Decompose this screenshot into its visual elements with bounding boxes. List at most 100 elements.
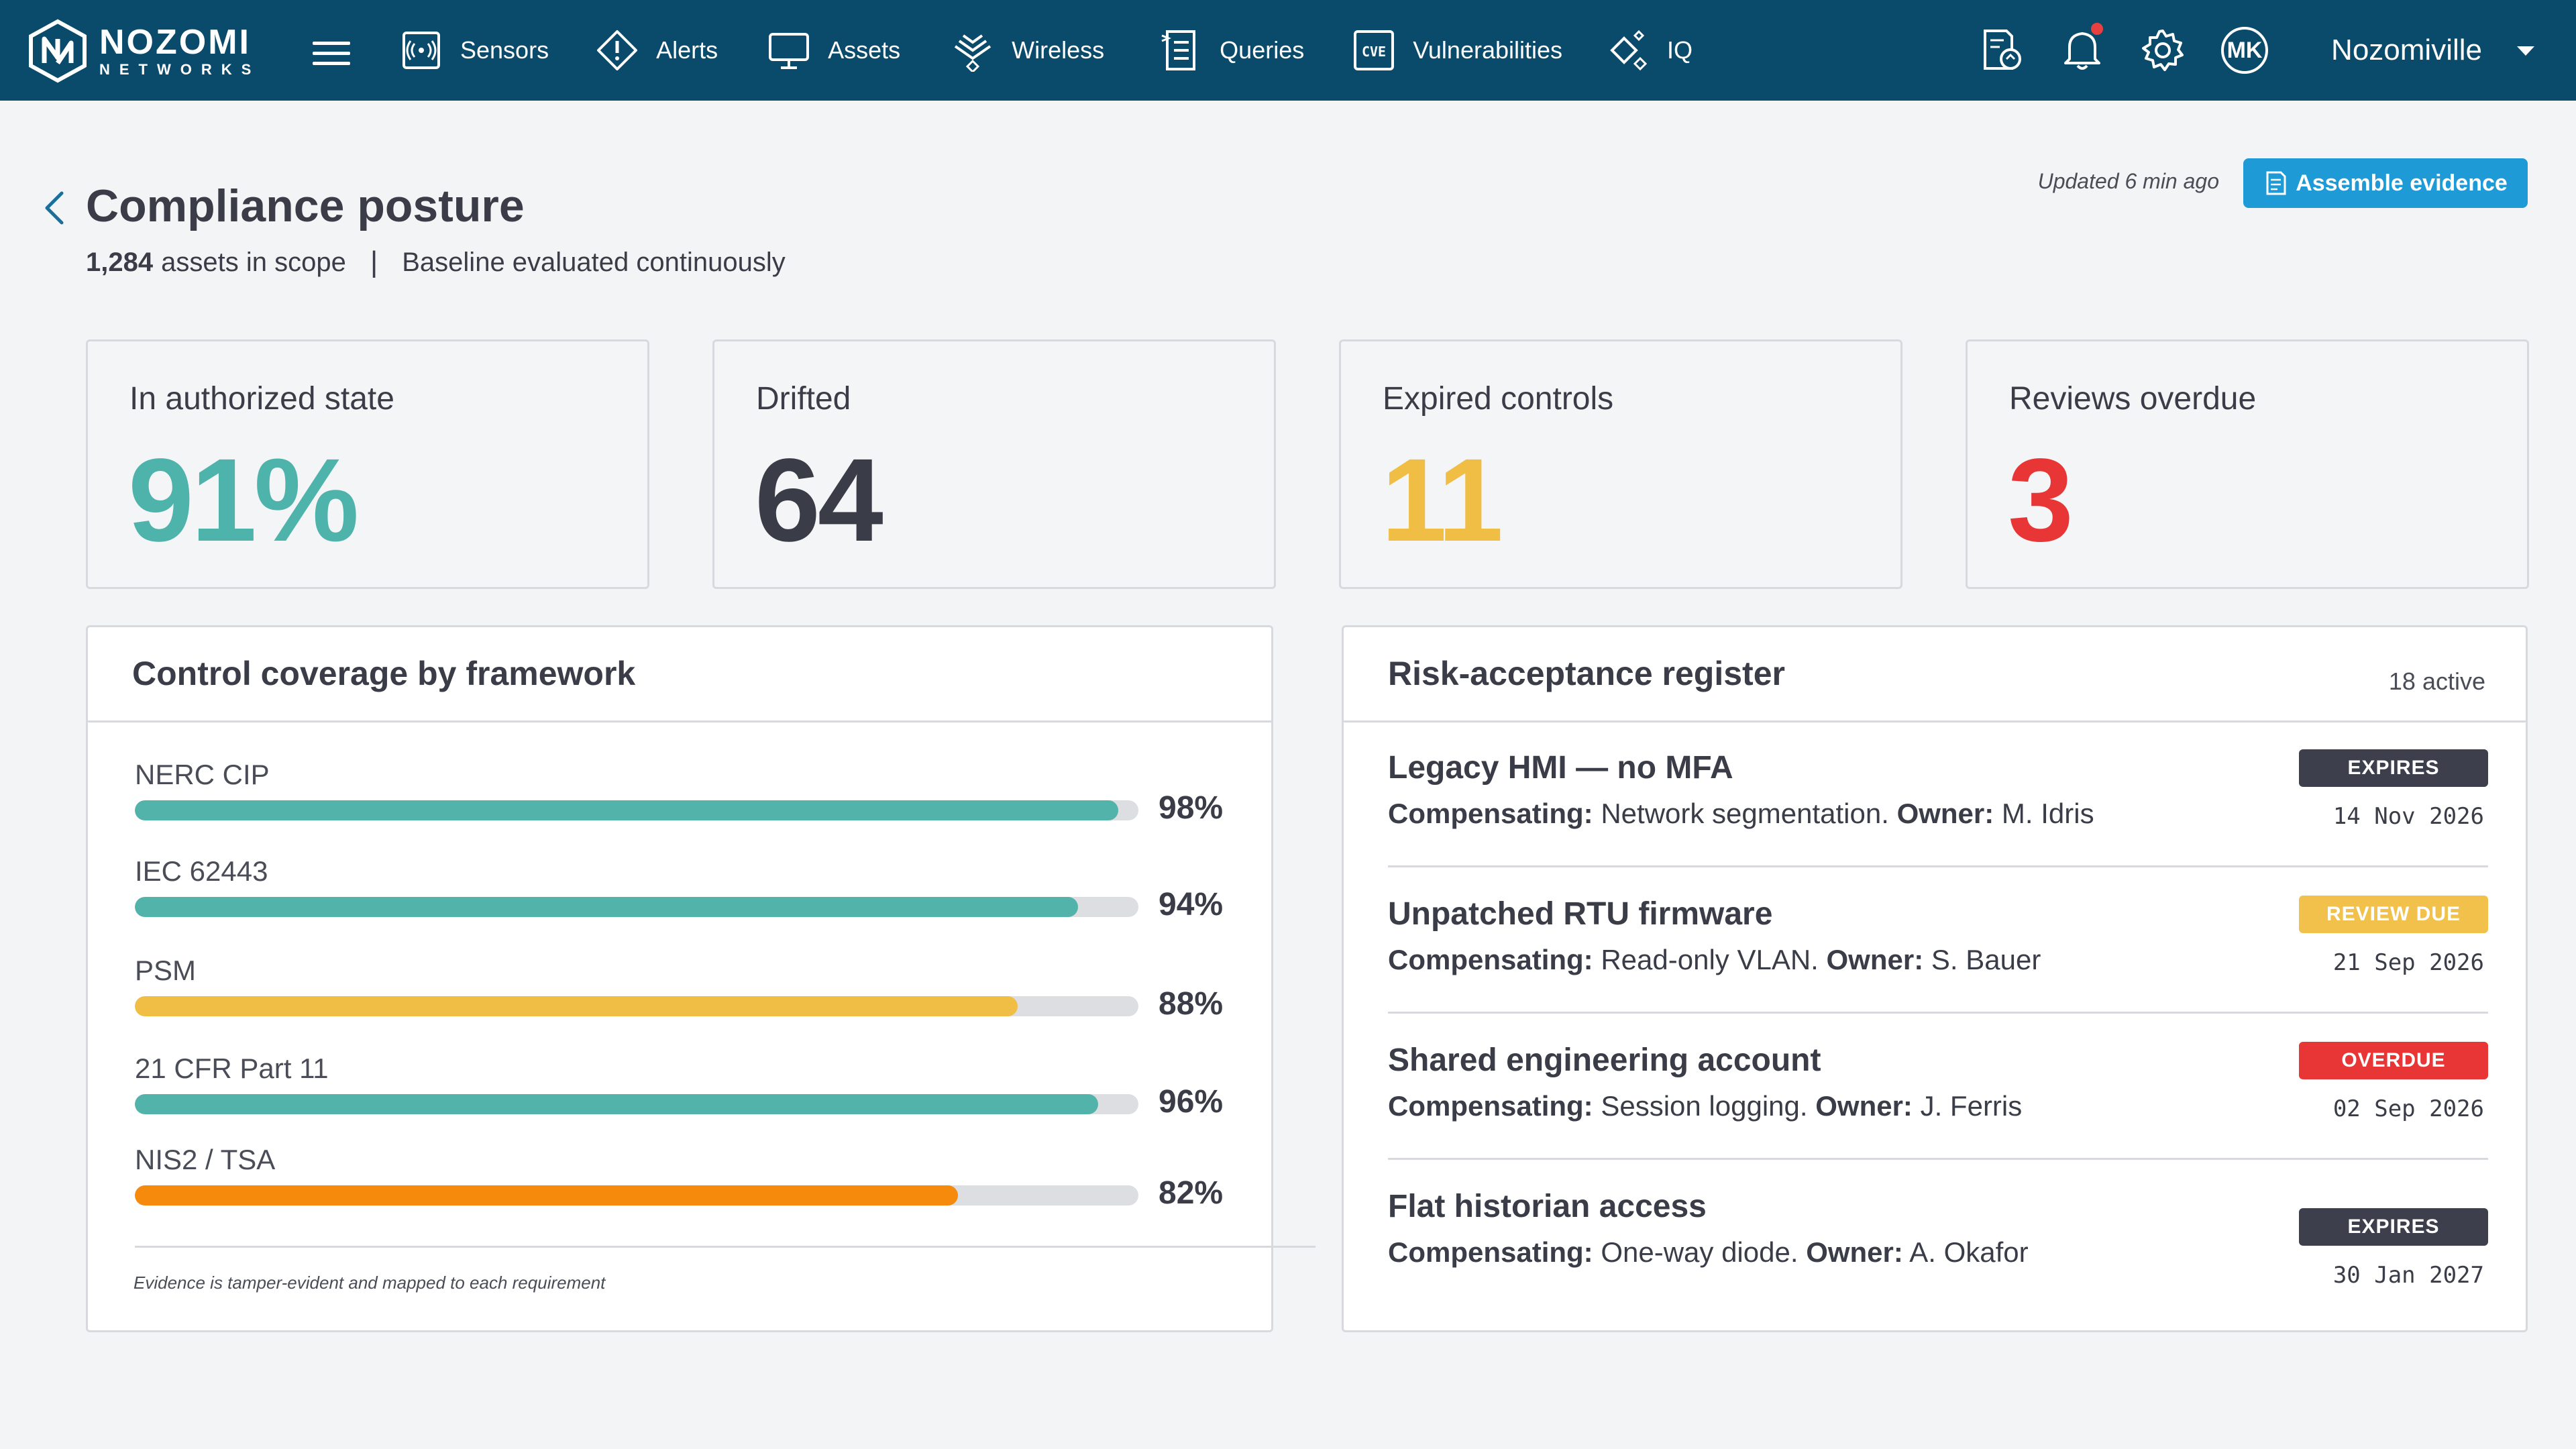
- nav-item-vulnerabilities[interactable]: CVE Vulnerabilities: [1352, 29, 1562, 72]
- site-selector[interactable]: Nozomiville: [2331, 34, 2536, 67]
- progress-track: [135, 996, 1138, 1016]
- framework-name: 21 CFR Part 11: [135, 1053, 329, 1084]
- framework-row[interactable]: NIS2 / TSA 82%: [135, 1144, 1224, 1231]
- status-badge: REVIEW DUE: [2299, 896, 2488, 933]
- framework-name: NERC CIP: [135, 759, 270, 790]
- owner-label: Owner:: [1896, 798, 1994, 829]
- risk-description: Compensating: One-way diode. Owner: A. O…: [1388, 1236, 2029, 1269]
- divider: [135, 1246, 1316, 1248]
- owner-label: Owner:: [1806, 1236, 1903, 1268]
- framework-row[interactable]: IEC 62443 94%: [135, 855, 1224, 943]
- register-title: Risk-acceptance register: [1388, 655, 1785, 692]
- risk-description: Compensating: Network segmentation. Owne…: [1388, 798, 2094, 830]
- framework-percent: 94%: [1159, 887, 1224, 922]
- report-refresh-icon[interactable]: [1980, 28, 2024, 72]
- risk-description: Compensating: Read-only VLAN. Owner: S. …: [1388, 944, 2041, 976]
- risk-title: Legacy HMI — no MFA: [1388, 750, 1733, 786]
- nozomi-logo[interactable]: NOZOMI NETWORKS: [25, 19, 260, 83]
- compensating-label: Compensating:: [1388, 1236, 1593, 1268]
- wireless-icon: [955, 34, 991, 72]
- nav-item-label: IQ: [1667, 36, 1693, 64]
- owner-label: Owner:: [1815, 1090, 1913, 1122]
- bell-icon[interactable]: [2060, 27, 2104, 71]
- compensating-label: Compensating:: [1388, 798, 1593, 829]
- nav-item-label: Queries: [1220, 36, 1305, 64]
- nav-item-label: Alerts: [656, 36, 718, 64]
- progress-track: [135, 1185, 1138, 1205]
- kpi-value: 91%: [128, 435, 359, 566]
- compensating-value: Session logging.: [1601, 1090, 1808, 1122]
- progress-track: [135, 897, 1138, 917]
- coverage-note: Evidence is tamper-evident and mapped to…: [133, 1273, 606, 1293]
- owner-value: J. Ferris: [1920, 1090, 2023, 1122]
- framework-row[interactable]: 21 CFR Part 11 96%: [135, 1053, 1224, 1140]
- sensor-icon: [402, 32, 440, 69]
- risk-item[interactable]: Flat historian access Compensating: One-…: [1388, 1161, 2488, 1306]
- status-badge: EXPIRES: [2299, 749, 2488, 787]
- risk-title: Unpatched RTU firmware: [1388, 896, 1773, 932]
- nav-item-alerts[interactable]: Alerts: [596, 29, 718, 72]
- framework-row[interactable]: PSM 88%: [135, 955, 1223, 1042]
- kpi-value: 3: [2008, 435, 2074, 566]
- kpi-card-authorized[interactable]: In authorized state 91%: [86, 339, 649, 589]
- progress-track: [135, 1094, 1138, 1114]
- queries-icon: [1161, 30, 1196, 70]
- back-chevron-icon[interactable]: [42, 189, 66, 227]
- kpi-card-drifted[interactable]: Drifted 64: [712, 339, 1276, 589]
- risk-item[interactable]: Shared engineering account Compensating:…: [1388, 1015, 2488, 1160]
- kpi-label: Reviews overdue: [2009, 381, 2257, 417]
- subtitle-separator: |: [370, 246, 378, 278]
- progress-fill: [135, 800, 1119, 820]
- coverage-panel: Control coverage by framework NERC CIP 9…: [86, 625, 1316, 1332]
- framework-row[interactable]: NERC CIP 98%: [135, 759, 1224, 846]
- avatar[interactable]: MK: [2221, 27, 2269, 74]
- risk-item[interactable]: Unpatched RTU firmware Compensating: Rea…: [1388, 869, 2488, 1014]
- page-subtitle: 1,284 assets in scope | Baseline evaluat…: [86, 246, 786, 279]
- cve-icon-text: CVE: [1362, 44, 1386, 60]
- nav-item-sensors[interactable]: Sensors: [400, 29, 549, 72]
- risk-register-panel: Risk-acceptance register 18 active Legac…: [1342, 625, 2528, 1332]
- kpi-value: 11: [1381, 435, 1503, 566]
- nav-item-label: Sensors: [460, 36, 549, 64]
- framework-name: IEC 62443: [135, 855, 268, 887]
- assemble-evidence-button[interactable]: Assemble evidence: [2243, 158, 2528, 208]
- cve-icon: CVE: [1354, 30, 1395, 70]
- framework-percent: 82%: [1159, 1175, 1224, 1211]
- coverage-panel-header: Control coverage by framework: [88, 627, 1271, 722]
- compensating-value: Network segmentation.: [1601, 798, 1889, 829]
- progress-fill: [135, 897, 1079, 917]
- monitor-icon: [769, 33, 810, 69]
- nav-item-iq[interactable]: IQ: [1607, 29, 1693, 72]
- nav-item-wireless[interactable]: Wireless: [951, 29, 1104, 72]
- risk-date: 21 Sep 2026: [2332, 949, 2484, 976]
- risk-date: 30 Jan 2027: [2332, 1262, 2484, 1289]
- nav-item-assets[interactable]: Assets: [767, 29, 900, 72]
- kpi-card-reviews-overdue[interactable]: Reviews overdue 3: [1966, 339, 2529, 589]
- assets-count: 1,284: [86, 247, 154, 277]
- owner-label: Owner:: [1826, 944, 1924, 975]
- chevron-down-icon: [2517, 46, 2534, 56]
- framework-name: PSM: [135, 955, 197, 986]
- status-badge: EXPIRES: [2299, 1208, 2488, 1246]
- coverage-title: Control coverage by framework: [132, 655, 636, 692]
- risk-date: 02 Sep 2026: [2332, 1095, 2484, 1122]
- risk-item[interactable]: Legacy HMI — no MFA Compensating: Networ…: [1388, 722, 2488, 867]
- framework-percent: 96%: [1159, 1084, 1224, 1120]
- kpi-card-expired-controls[interactable]: Expired controls 11: [1339, 339, 1902, 589]
- nav-item-queries[interactable]: Queries: [1159, 29, 1304, 72]
- gear-icon[interactable]: [2141, 28, 2185, 72]
- kpi-label: Drifted: [756, 381, 851, 417]
- progress-fill: [135, 996, 1018, 1016]
- framework-percent: 98%: [1159, 790, 1224, 826]
- risk-description: Compensating: Session logging. Owner: J.…: [1388, 1090, 2022, 1122]
- logo-text: NOZOMI: [99, 23, 251, 62]
- hamburger-menu-icon[interactable]: [313, 42, 350, 66]
- kpi-label: Expired controls: [1383, 381, 1614, 417]
- owner-value: S. Bauer: [1931, 944, 2041, 975]
- progress-fill: [135, 1185, 958, 1205]
- updated-timestamp: Updated 6 min ago: [2037, 169, 2219, 193]
- nav-item-label: Vulnerabilities: [1413, 36, 1563, 64]
- nav-item-label: Wireless: [1012, 36, 1105, 64]
- page-title: Compliance posture: [86, 180, 525, 231]
- nav-right-tools: MK Nozomiville: [1980, 0, 2576, 101]
